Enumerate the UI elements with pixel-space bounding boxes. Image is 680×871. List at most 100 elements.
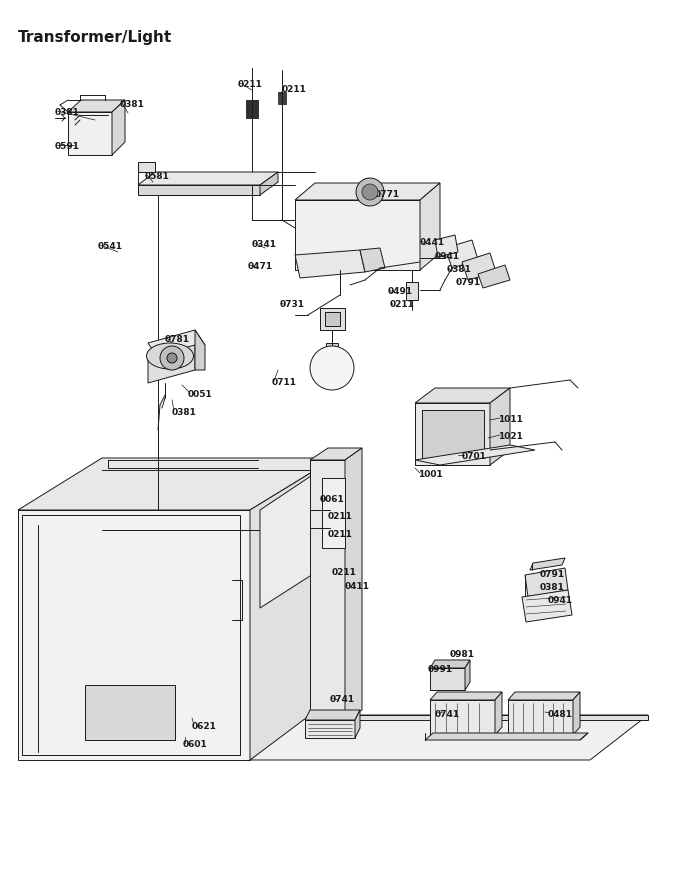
- Polygon shape: [430, 692, 502, 700]
- Polygon shape: [422, 410, 484, 458]
- Polygon shape: [508, 700, 573, 735]
- Polygon shape: [112, 100, 125, 155]
- Polygon shape: [445, 240, 478, 268]
- Text: 0601: 0601: [183, 740, 208, 749]
- Text: 0701: 0701: [462, 452, 487, 461]
- Polygon shape: [430, 700, 495, 735]
- Polygon shape: [295, 183, 440, 200]
- Polygon shape: [250, 458, 335, 760]
- Text: 0481: 0481: [548, 710, 573, 719]
- Polygon shape: [508, 692, 580, 700]
- Polygon shape: [138, 185, 260, 195]
- Ellipse shape: [146, 343, 194, 369]
- Polygon shape: [430, 660, 470, 668]
- Polygon shape: [465, 660, 470, 690]
- Polygon shape: [490, 388, 510, 465]
- Text: 0781: 0781: [165, 335, 190, 344]
- Text: 0211: 0211: [390, 300, 415, 309]
- Circle shape: [310, 346, 354, 390]
- Polygon shape: [325, 312, 340, 326]
- Polygon shape: [295, 200, 420, 270]
- Polygon shape: [138, 172, 278, 185]
- Text: Transformer/Light: Transformer/Light: [18, 30, 172, 45]
- Polygon shape: [415, 388, 510, 403]
- Text: 0211: 0211: [238, 80, 263, 89]
- Text: 0771: 0771: [375, 190, 400, 199]
- Polygon shape: [85, 685, 175, 740]
- Text: 0471: 0471: [248, 262, 273, 271]
- Text: 1001: 1001: [418, 470, 443, 479]
- Text: 0741: 0741: [435, 710, 460, 719]
- Text: 0941: 0941: [435, 252, 460, 261]
- Bar: [466, 449, 474, 457]
- Bar: [265, 515, 327, 533]
- Polygon shape: [435, 235, 458, 257]
- Bar: [246, 100, 258, 118]
- Polygon shape: [195, 330, 205, 370]
- Bar: [265, 537, 327, 559]
- Polygon shape: [430, 668, 465, 690]
- Polygon shape: [345, 448, 362, 720]
- Text: 0381: 0381: [540, 583, 565, 592]
- Circle shape: [362, 184, 378, 200]
- Polygon shape: [295, 250, 365, 278]
- Polygon shape: [522, 590, 572, 622]
- Polygon shape: [138, 162, 155, 172]
- Bar: [428, 449, 436, 457]
- Text: 0621: 0621: [192, 722, 217, 731]
- Bar: [428, 432, 478, 444]
- Polygon shape: [322, 478, 345, 548]
- Text: 0981: 0981: [450, 650, 475, 659]
- Text: 0791: 0791: [540, 570, 565, 579]
- Bar: [326, 343, 338, 353]
- Polygon shape: [415, 445, 535, 465]
- Polygon shape: [530, 558, 565, 570]
- Bar: [406, 282, 418, 300]
- Polygon shape: [495, 692, 502, 735]
- Polygon shape: [250, 715, 648, 760]
- Polygon shape: [260, 172, 278, 195]
- Polygon shape: [68, 100, 125, 112]
- Text: 0591: 0591: [55, 142, 80, 151]
- Text: 0341: 0341: [252, 240, 277, 249]
- Text: 0381: 0381: [447, 265, 472, 274]
- Text: 0381: 0381: [120, 100, 145, 109]
- Text: 0541: 0541: [98, 242, 123, 251]
- Polygon shape: [148, 345, 195, 383]
- Text: 0211: 0211: [332, 568, 357, 577]
- Text: 0211: 0211: [328, 530, 353, 539]
- Text: 0381: 0381: [55, 108, 80, 117]
- Bar: [278, 92, 286, 104]
- Polygon shape: [68, 112, 112, 155]
- Polygon shape: [360, 248, 385, 272]
- Text: 1021: 1021: [498, 432, 523, 441]
- Polygon shape: [320, 308, 345, 330]
- Circle shape: [167, 353, 177, 363]
- Polygon shape: [310, 448, 362, 460]
- Text: 0381: 0381: [172, 408, 197, 417]
- Polygon shape: [420, 183, 440, 270]
- Text: 0441: 0441: [420, 238, 445, 247]
- Circle shape: [160, 346, 184, 370]
- Text: 0941: 0941: [548, 596, 573, 605]
- Text: 0211: 0211: [328, 512, 353, 521]
- Polygon shape: [18, 510, 250, 760]
- Circle shape: [356, 178, 384, 206]
- Polygon shape: [310, 460, 345, 720]
- Text: 0061: 0061: [320, 495, 345, 504]
- Polygon shape: [305, 720, 355, 738]
- Polygon shape: [305, 710, 360, 720]
- Polygon shape: [415, 403, 490, 465]
- Text: 0731: 0731: [280, 300, 305, 309]
- Polygon shape: [525, 568, 568, 597]
- Polygon shape: [18, 458, 335, 510]
- Text: 0411: 0411: [345, 582, 370, 591]
- Text: 0991: 0991: [428, 665, 453, 674]
- Text: 0211: 0211: [282, 85, 307, 94]
- Polygon shape: [260, 460, 335, 608]
- Polygon shape: [462, 253, 496, 280]
- Polygon shape: [310, 715, 648, 720]
- Text: 1011: 1011: [498, 415, 523, 424]
- Text: 0741: 0741: [330, 695, 355, 704]
- Text: 0581: 0581: [145, 172, 170, 181]
